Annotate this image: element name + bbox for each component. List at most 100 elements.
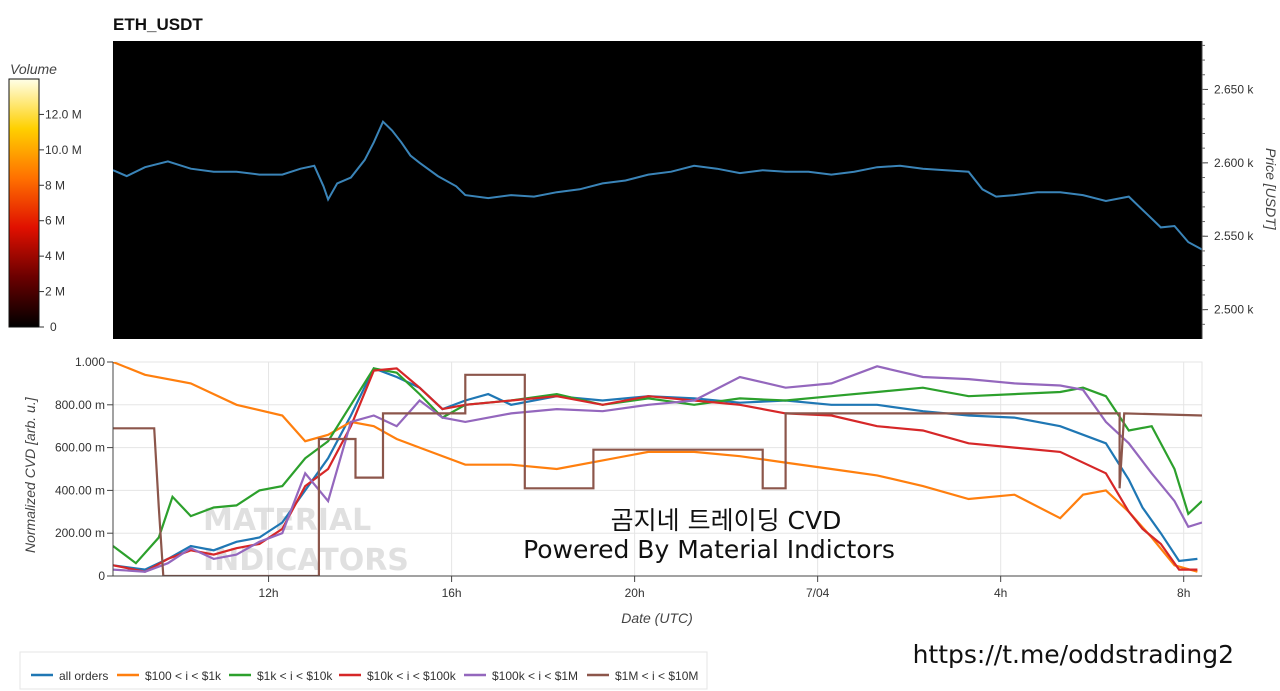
- heatmap-cell: [476, 200, 486, 212]
- heatmap-cell: [947, 41, 958, 53]
- heatmap-cell: [811, 211, 822, 223]
- heatmap-cell: [412, 264, 423, 276]
- heatmap-cell: [294, 232, 305, 244]
- legend-item[interactable]: all orders: [31, 669, 108, 683]
- heatmap-cell: [975, 41, 985, 53]
- heatmap-cell: [113, 62, 123, 74]
- heatmap-cell: [612, 83, 622, 95]
- heatmap-cell: [1183, 158, 1194, 170]
- heatmap-cell: [993, 62, 1003, 74]
- heatmap-cell: [793, 285, 804, 298]
- heatmap-cell: [839, 328, 849, 339]
- heatmap-cell: [167, 126, 178, 138]
- heatmap-cell: [158, 158, 169, 170]
- heatmap-cell: [1138, 104, 1149, 117]
- heatmap-cell: [702, 94, 713, 106]
- heatmap-cell: [702, 243, 713, 255]
- heatmap-cell: [1056, 200, 1067, 212]
- heatmap-cell: [394, 115, 404, 127]
- heatmap-cell: [1038, 136, 1049, 149]
- legend-item[interactable]: $100 < i < $1k: [117, 669, 222, 683]
- heatmap-cell: [212, 136, 223, 149]
- heatmap-cell: [902, 232, 913, 244]
- heatmap-cell: [648, 296, 659, 308]
- heatmap-cell: [1129, 62, 1140, 74]
- heatmap-cell: [1102, 243, 1112, 255]
- telegram-link[interactable]: https://t.me/oddstrading2: [913, 640, 1234, 669]
- heatmap-cell: [312, 264, 323, 276]
- heatmap-cell: [1002, 126, 1013, 138]
- heatmap-cell: [348, 221, 359, 234]
- cvd-y-tick-label: 400.00 m: [55, 483, 105, 497]
- heatmap-cell: [966, 307, 976, 319]
- heatmap-cell: [639, 307, 650, 319]
- heatmap-cell: [621, 158, 631, 170]
- heatmap-cell: [294, 94, 305, 106]
- heatmap-cell: [521, 275, 532, 287]
- heatmap-cell: [621, 243, 631, 255]
- heatmap-cell: [521, 211, 532, 223]
- heatmap-panel: [113, 41, 1202, 339]
- heatmap-cell: [1147, 136, 1158, 149]
- legend-item[interactable]: $100k < i < $1M: [464, 669, 578, 683]
- heatmap-cell: [911, 62, 922, 74]
- heatmap-cell: [666, 275, 677, 287]
- heatmap-cell: [439, 307, 450, 319]
- heatmap-cell: [512, 243, 522, 255]
- heatmap-cell: [1011, 168, 1022, 180]
- legend-item[interactable]: $1M < i < $10M: [587, 669, 698, 683]
- heatmap-cell: [829, 264, 840, 276]
- heatmap-cell: [938, 211, 949, 223]
- heatmap-cell: [1056, 275, 1067, 287]
- heatmap-cell: [920, 253, 931, 266]
- cvd-y-tick-label: 1.000: [75, 355, 105, 369]
- heatmap-cell: [820, 104, 831, 117]
- heatmap-cell: [702, 72, 713, 85]
- heatmap-cell: [784, 243, 795, 255]
- heatmap-cell: [1084, 296, 1094, 308]
- legend-item[interactable]: $10k < i < $100k: [339, 669, 457, 683]
- heatmap-cell: [739, 104, 749, 117]
- heatmap-cell: [1038, 296, 1049, 308]
- heatmap-cell: [784, 136, 795, 149]
- heatmap-cell: [512, 115, 522, 127]
- heatmap-cell: [766, 115, 777, 127]
- heatmap-cell: [675, 211, 686, 223]
- heatmap-cell: [684, 115, 695, 127]
- heatmap-cell: [766, 211, 777, 223]
- heatmap-cell: [312, 41, 323, 53]
- heatmap-cell: [485, 221, 495, 234]
- heatmap-cell: [194, 264, 205, 276]
- heatmap-cell: [1029, 115, 1040, 127]
- heatmap-cell: [185, 211, 196, 223]
- cvd-y-tick-label: 800.00 m: [55, 398, 105, 412]
- heatmap-cell: [1156, 317, 1167, 329]
- heatmap-cell: [548, 158, 559, 170]
- heatmap-cell: [621, 221, 631, 234]
- heatmap-cell: [521, 136, 532, 149]
- heatmap-cell: [766, 253, 777, 266]
- heatmap-cell: [639, 253, 650, 266]
- heatmap-cell: [1084, 51, 1094, 63]
- heatmap-cell: [666, 328, 677, 339]
- heatmap-cell: [158, 136, 169, 149]
- legend-item[interactable]: $1k < i < $10k: [229, 669, 333, 683]
- heatmap-cell: [1038, 211, 1049, 223]
- heatmap-cell: [820, 264, 831, 276]
- heatmap-cell: [648, 94, 659, 106]
- heatmap-cell: [294, 72, 305, 85]
- heatmap-cell: [612, 72, 622, 85]
- heatmap-cell: [258, 253, 268, 266]
- heatmap-cell: [902, 264, 913, 276]
- heatmap-cell: [176, 317, 187, 329]
- heatmap-cell: [1183, 62, 1194, 74]
- heatmap-cell: [476, 285, 486, 298]
- heatmap-cell: [566, 296, 577, 308]
- heatmap-cell: [285, 62, 296, 74]
- heatmap-cell: [1183, 94, 1194, 106]
- heatmap-cell: [739, 221, 749, 234]
- heatmap-cell: [194, 51, 205, 63]
- heatmap-cell: [1074, 307, 1085, 319]
- heatmap-cell: [1147, 232, 1158, 244]
- heatmap-cell: [1074, 221, 1085, 234]
